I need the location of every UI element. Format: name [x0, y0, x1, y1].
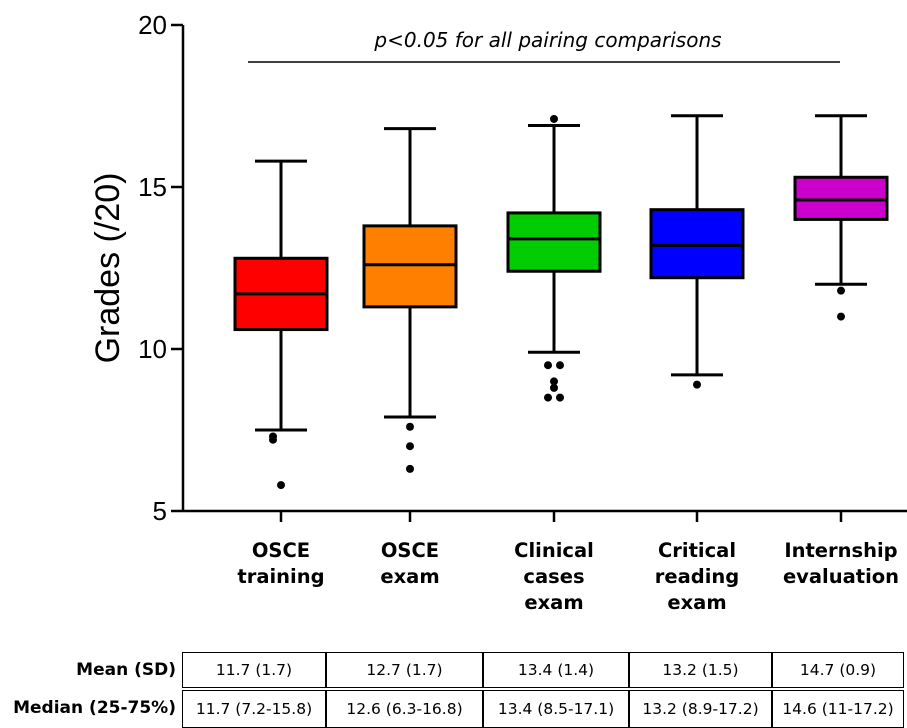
stats-cell: 14.7 (0.9): [772, 652, 904, 688]
category-label-line: Internship: [784, 539, 897, 562]
category-label-line: OSCE: [381, 539, 439, 562]
stats-cell: 11.7 (1.7): [182, 652, 326, 688]
box-iqr: [506, 211, 602, 273]
box-group: [793, 114, 889, 321]
box-plot: 5 10 15 20 Grades (/20) p<0.05 for all pair…: [89, 10, 907, 614]
statistics-table: Mean (SD) 11.7 (1.7) 12.7 (1.7) 13.4 (1.4) 1…: [0, 638, 907, 728]
category-label-line: exam: [667, 591, 726, 614]
category-label-line: training: [237, 565, 324, 588]
outlier-point: [406, 422, 414, 431]
stats-cell: 12.7 (1.7): [326, 652, 483, 688]
significance-annotation: p<0.05 for all pairing comparisons: [373, 28, 721, 52]
outlier-point: [693, 380, 701, 389]
stats-cell: 14.6 (11-17.2): [772, 690, 904, 728]
category-label: Internship evaluation: [783, 539, 899, 588]
outlier-point: [550, 383, 558, 392]
category-label-line: exam: [380, 565, 439, 588]
y-tick-label: 10: [138, 334, 167, 364]
box-iqr: [793, 175, 889, 221]
outlier-point: [837, 312, 845, 321]
box-group: [506, 114, 602, 402]
category-label-line: Critical: [658, 539, 736, 562]
box-group: [362, 127, 458, 473]
category-label: OSCE exam: [380, 539, 439, 588]
box-iqr: [362, 224, 458, 309]
box-group: [233, 159, 329, 490]
stats-row-label: Mean (SD): [76, 660, 176, 680]
category-label-line: evaluation: [783, 565, 899, 588]
outlier-point: [544, 361, 552, 370]
y-axis-label: Grades (/20): [89, 173, 127, 364]
stats-cell: 13.4 (8.5-17.1): [483, 690, 629, 728]
outlier-point: [544, 393, 552, 402]
category-label-line: cases: [523, 565, 584, 588]
category-label-line: Clinical: [514, 539, 594, 562]
outlier-point: [837, 286, 845, 295]
outlier-point: [277, 481, 285, 490]
category-label-line: OSCE: [252, 539, 310, 562]
outlier-point: [556, 393, 564, 402]
y-tick-label: 20: [138, 10, 167, 40]
y-tick-label: 15: [138, 172, 167, 202]
stats-cell: 13.2 (8.9-17.2): [629, 690, 772, 728]
category-label-line: exam: [524, 591, 583, 614]
box-iqr: [649, 208, 745, 280]
stats-cell: 13.2 (1.5): [629, 652, 772, 688]
category-label: Clinical cases exam: [514, 539, 594, 614]
category-label-line: reading: [655, 565, 739, 588]
box-group: [649, 114, 745, 389]
category-label: Critical reading exam: [655, 539, 739, 614]
outlier-point: [269, 435, 277, 444]
outlier-point: [406, 464, 414, 473]
outlier-point: [556, 361, 564, 370]
stats-cell: 11.7 (7.2-15.8): [182, 690, 326, 728]
stats-cell: 13.4 (1.4): [483, 652, 629, 688]
stats-row-label: Median (25-75%): [13, 698, 176, 718]
stats-cell: 12.6 (6.3-16.8): [326, 690, 483, 728]
outlier-point: [550, 377, 558, 386]
category-label: OSCE training: [237, 539, 324, 588]
y-tick-label: 5: [153, 496, 167, 526]
outlier-point: [406, 442, 414, 451]
outlier-point: [550, 114, 558, 123]
